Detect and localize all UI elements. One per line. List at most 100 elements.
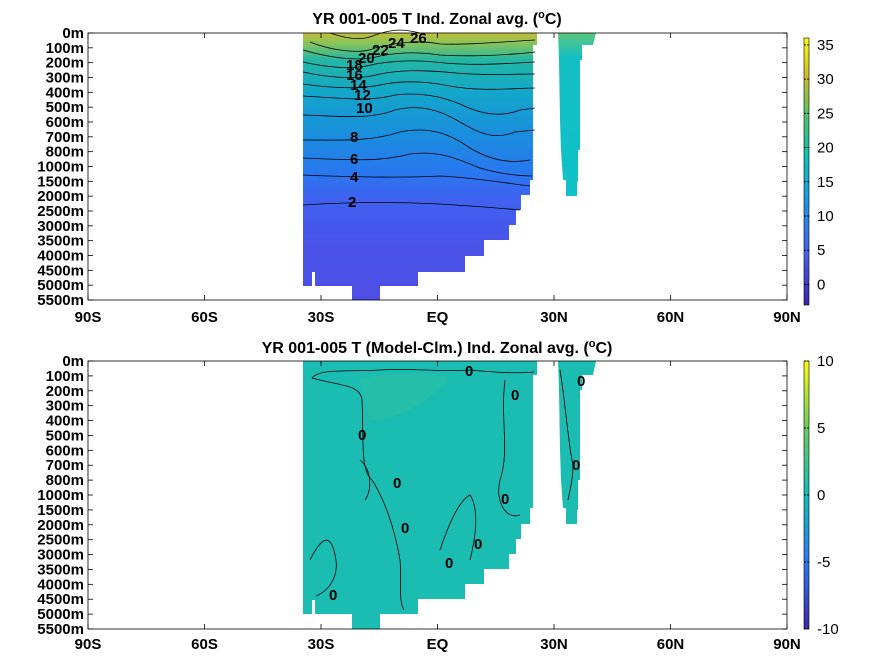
x-tick-label: 30S <box>308 309 335 326</box>
contour-labels: 26 24 22 20 18 16 14 12 10 8 6 4 2 <box>346 30 427 211</box>
y-tick-label: 0m <box>62 25 84 42</box>
difference-field: 0 0 0 0 0 0 0 0 0 0 0 <box>303 361 596 629</box>
colorbar-tick-label: 15 <box>817 174 834 191</box>
y-tick-label: 100m <box>46 40 84 57</box>
y-tick-label: 4500m <box>37 262 84 279</box>
x-tick-label: EQ <box>427 309 449 326</box>
colorbar-ticks: 10 5 0 -5 -10 <box>804 353 839 638</box>
colorbar-ticks: 35 30 25 20 15 10 5 0 <box>804 37 834 293</box>
contour-label: 0 <box>474 536 482 553</box>
x-tick-label: 90N <box>773 636 801 653</box>
y-tick-label: 5500m <box>37 292 84 309</box>
y-tick-label: 2000m <box>37 517 84 534</box>
colorbar-tick-label: 30 <box>817 71 834 88</box>
y-tick-label: 1500m <box>37 173 84 190</box>
contour-label: 6 <box>350 151 358 168</box>
y-tick-label: 300m <box>46 70 84 87</box>
contour-label: 0 <box>401 520 409 537</box>
y-tick-label: 2000m <box>37 188 84 205</box>
colorbar-tick-label: 0 <box>817 276 825 293</box>
y-tick-label: 3000m <box>37 218 84 235</box>
x-axis: 90S 60S 30S EQ 30N 60N 90N <box>75 361 801 653</box>
colorbar-tick-label: 5 <box>817 420 825 437</box>
x-tick-label: 30N <box>540 309 568 326</box>
contour-label: 0 <box>358 427 366 444</box>
x-tick-label: 30N <box>540 636 568 653</box>
x-tick-label: 90N <box>773 309 801 326</box>
colorbar-tick-label: 10 <box>817 353 834 370</box>
y-tick-label: 2500m <box>37 203 84 220</box>
x-tick-label: 30S <box>308 636 335 653</box>
y-tick-label: 3500m <box>37 233 84 250</box>
contour-label: 18 <box>346 57 363 74</box>
temperature-field: 26 24 22 20 18 16 14 12 10 8 6 4 2 <box>302 29 596 300</box>
y-tick-label: 300m <box>46 398 84 415</box>
y-tick-label: 4000m <box>37 576 84 593</box>
colorbar-tick-label: -5 <box>817 554 830 571</box>
y-tick-label: 700m <box>46 129 84 146</box>
y-tick-label: 400m <box>46 84 84 101</box>
y-axis: 0m100m200m300m400m500m600m700m800m1000m1… <box>37 25 787 309</box>
x-tick-label: 90S <box>75 309 102 326</box>
contour-label: 24 <box>388 35 405 52</box>
colorbar-tick-label: 35 <box>817 37 834 54</box>
x-tick-label: 60S <box>191 309 218 326</box>
contour-label: 0 <box>445 555 453 572</box>
contour-label: 14 <box>350 77 367 94</box>
colorbar-tick-label: 5 <box>817 242 825 259</box>
colorbar-tick-label: 10 <box>817 208 834 225</box>
contour-label: 0 <box>501 491 509 508</box>
y-tick-label: 4500m <box>37 591 84 608</box>
contour-label: 10 <box>356 100 373 117</box>
y-tick-label: 3500m <box>37 561 84 578</box>
x-tick-label: 60N <box>657 309 685 326</box>
colorbar-tick-label: 0 <box>817 487 825 504</box>
contour-label: 20 <box>358 50 375 67</box>
y-tick-label: 2500m <box>37 532 84 549</box>
contour-label: 12 <box>354 87 371 104</box>
chart-title: YR 001-005 T (Model-Clm.) Ind. Zonal avg… <box>262 338 613 357</box>
contour-label: 26 <box>410 30 427 47</box>
contour-label: 0 <box>393 475 401 492</box>
y-tick-label: 5500m <box>37 621 84 638</box>
contour-label: 2 <box>348 194 356 211</box>
y-tick-label: 500m <box>46 427 84 444</box>
colorbar-tick-label: -10 <box>817 621 839 638</box>
temperature-panel: YR 001-005 T Ind. Zonal avg. (oC) <box>37 9 833 326</box>
contour-labels: 0 0 0 0 0 0 0 0 0 0 0 <box>329 363 585 604</box>
y-tick-label: 500m <box>46 99 84 116</box>
contour-label: 0 <box>511 387 519 404</box>
contour-label: 16 <box>346 67 363 84</box>
colorbar-tick-label: 25 <box>817 105 834 122</box>
contour-label: 8 <box>350 129 358 146</box>
y-tick-label: 600m <box>46 114 84 131</box>
y-tick-label: 0m <box>62 353 84 370</box>
x-tick-label: EQ <box>427 636 449 653</box>
x-tick-label: 60S <box>191 636 218 653</box>
y-tick-label: 4000m <box>37 248 84 265</box>
contour-label: 4 <box>350 169 359 186</box>
y-tick-label: 1000m <box>37 487 84 504</box>
x-tick-label: 90S <box>75 636 102 653</box>
y-tick-label: 3000m <box>37 547 84 564</box>
colorbar-tick-label: 20 <box>817 140 834 157</box>
y-axis: 0m100m200m300m400m500m600m700m800m1000m1… <box>37 353 787 638</box>
colorbar <box>803 37 810 306</box>
difference-panel: YR 001-005 T (Model-Clm.) Ind. Zonal avg… <box>37 338 838 653</box>
y-tick-label: 800m <box>46 144 84 161</box>
y-tick-label: 700m <box>46 457 84 474</box>
contour-label: 22 <box>372 42 389 59</box>
contour-label: 0 <box>572 457 580 474</box>
x-tick-label: 60N <box>657 636 685 653</box>
y-tick-label: 5000m <box>37 277 84 294</box>
contour-label: 0 <box>329 587 337 604</box>
chart-title: YR 001-005 T Ind. Zonal avg. (oC) <box>312 9 561 28</box>
y-tick-label: 1500m <box>37 502 84 519</box>
y-tick-label: 100m <box>46 368 84 385</box>
contour-label: 0 <box>465 363 473 380</box>
x-axis: 90S 60S 30S EQ 30N 60N 90N <box>75 33 801 326</box>
y-tick-label: 600m <box>46 442 84 459</box>
y-tick-label: 5000m <box>37 606 84 623</box>
contour-label: 0 <box>577 373 585 390</box>
